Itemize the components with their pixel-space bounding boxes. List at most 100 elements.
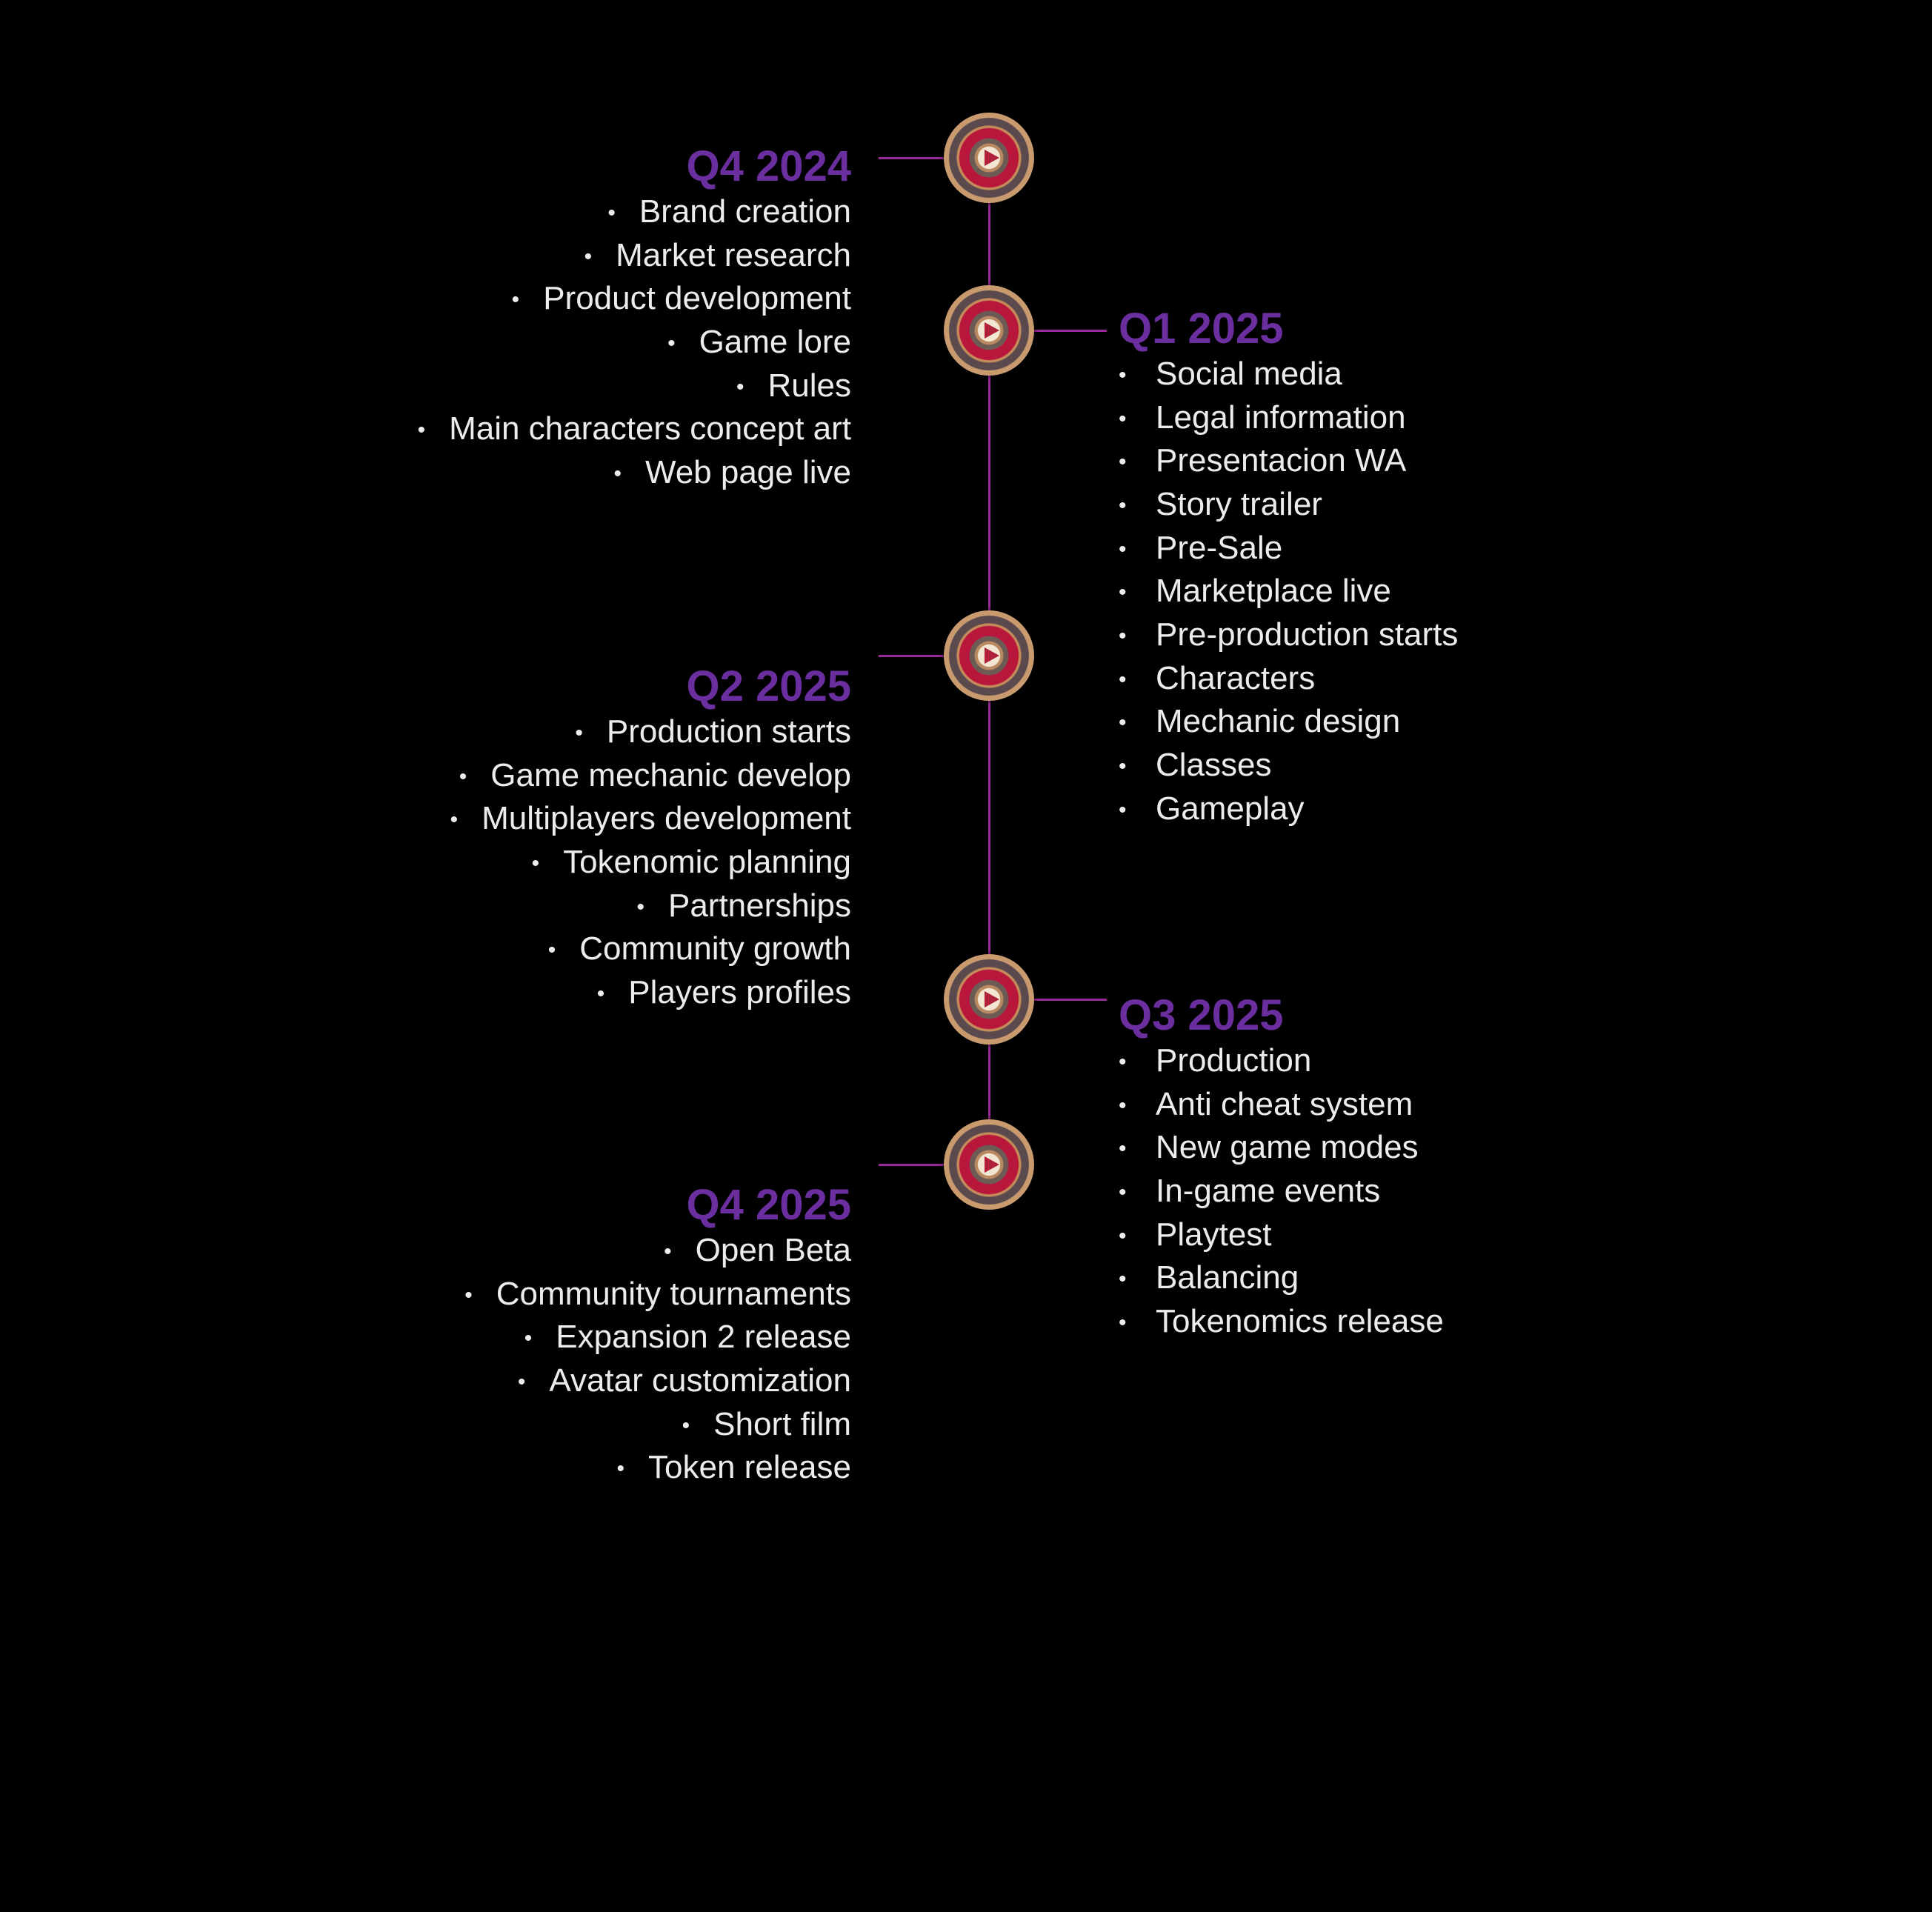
list-item-label: Mechanic design: [1156, 703, 1401, 740]
list-item-label: New game modes: [1156, 1129, 1419, 1166]
list-item-label: In-game events: [1156, 1173, 1381, 1210]
connector-line: [1031, 330, 1107, 332]
bullet-icon: •: [1119, 580, 1127, 605]
play-medallion-icon: [985, 150, 999, 166]
list-item: • Rules: [418, 365, 851, 409]
milestone-q4-2024: Q4 2024 • Brand creation • Market research • P…: [418, 142, 851, 496]
bullet-icon: •: [1119, 1050, 1127, 1075]
list-item-label: Social media: [1156, 356, 1342, 392]
bullet-icon: •: [667, 331, 676, 356]
list-item-label: Web page live: [644, 454, 851, 491]
milestone-q2-2025: Q2 2025 • Production starts • Game mechanic …: [450, 662, 851, 1016]
bullet-icon: •: [1119, 363, 1127, 388]
list-item: • Production starts: [450, 711, 851, 755]
milestone-node[interactable]: [944, 113, 1034, 203]
bullet-icon: •: [1119, 1093, 1127, 1118]
list-item-label: Multiplayers development: [482, 800, 851, 837]
bullet-icon: •: [464, 1282, 473, 1308]
bullet-icon: •: [459, 764, 467, 789]
list-item: • Pre-production starts: [1119, 614, 1458, 658]
milestone-node[interactable]: [944, 954, 1034, 1045]
bullet-icon: •: [613, 462, 622, 487]
bullet-icon: •: [417, 418, 426, 443]
list-item: • Classes: [1119, 745, 1458, 788]
list-item: • Main characters concept art: [418, 408, 851, 452]
list-item: • Market research: [418, 235, 851, 279]
list-item-label: Production: [1156, 1042, 1312, 1079]
list-item: • Playtest: [1119, 1214, 1444, 1258]
list-item: • New game modes: [1119, 1127, 1444, 1170]
list-item-label: Main characters concept art: [449, 410, 851, 447]
bullet-icon: •: [1119, 1310, 1127, 1336]
list-item: • Tokenomics release: [1119, 1301, 1444, 1345]
list-item-label: Expansion 2 release: [556, 1319, 851, 1356]
play-medallion-icon: [985, 647, 999, 664]
list-item-label: Presentacion WA: [1156, 442, 1407, 479]
list-item: • Production: [1119, 1040, 1444, 1084]
bullet-icon: •: [616, 1456, 625, 1482]
list-item-label: Token release: [648, 1449, 851, 1486]
milestone-title: Q1 2025: [1119, 304, 1284, 353]
list-item: • Brand creation: [418, 191, 851, 235]
list-item-label: Short film: [713, 1405, 851, 1442]
list-item-label: Product development: [543, 280, 851, 317]
list-item: • Token release: [464, 1447, 851, 1490]
list-item: • Expansion 2 release: [464, 1316, 851, 1360]
bullet-icon: •: [575, 721, 583, 746]
list-item-label: Community growth: [579, 930, 851, 967]
bullet-icon: •: [1119, 754, 1127, 779]
bullet-icon: •: [1119, 1223, 1127, 1248]
list-item: • Partnerships: [450, 885, 851, 929]
milestone-node[interactable]: [944, 610, 1034, 701]
milestone-node[interactable]: [944, 285, 1034, 376]
list-item-label: Community tournaments: [496, 1275, 851, 1312]
list-item: • Avatar customization: [464, 1360, 851, 1404]
milestone-title: Q4 2024: [686, 142, 851, 190]
bullet-icon: •: [1119, 406, 1127, 431]
list-item: • Characters: [1119, 658, 1458, 702]
list-item: • Marketplace live: [1119, 570, 1458, 614]
list-item-label: Playtest: [1156, 1216, 1272, 1253]
milestone-title: Q3 2025: [1119, 991, 1284, 1039]
list-item: • Balancing: [1119, 1257, 1444, 1301]
list-item: • Story trailer: [1119, 484, 1458, 527]
list-item-label: Marketplace live: [1156, 573, 1391, 610]
milestone-title: Q4 2025: [686, 1181, 851, 1229]
list-item: • Community growth: [450, 928, 851, 972]
bullet-icon: •: [1119, 797, 1127, 822]
list-item-label: Gameplay: [1156, 790, 1305, 827]
list-item: • Social media: [1119, 353, 1458, 397]
play-medallion-icon: [985, 1156, 999, 1173]
bullet-icon: •: [450, 807, 459, 833]
bullet-icon: •: [511, 287, 520, 313]
list-item-label: Classes: [1156, 747, 1272, 784]
bullet-icon: •: [1119, 710, 1127, 736]
list-item: • Game lore: [418, 322, 851, 365]
list-item: • Short film: [464, 1404, 851, 1448]
list-item-label: Anti cheat system: [1156, 1085, 1413, 1122]
milestone-node[interactable]: [944, 1119, 1034, 1210]
list-item: • Product development: [418, 278, 851, 322]
bullet-icon: •: [736, 374, 745, 399]
list-item-label: Game lore: [699, 324, 851, 361]
list-item-label: Tokenomic planning: [563, 844, 851, 881]
list-item-label: Story trailer: [1156, 486, 1322, 523]
list-item-label: Players profiles: [628, 974, 851, 1011]
list-item: • Anti cheat system: [1119, 1084, 1444, 1127]
list-item: • Gameplay: [1119, 788, 1458, 832]
bullet-icon: •: [531, 851, 540, 876]
connector-line: [879, 1164, 945, 1166]
list-item: • Game mechanic develop: [450, 755, 851, 799]
bullet-icon: •: [1119, 450, 1127, 475]
bullet-icon: •: [584, 244, 593, 269]
play-medallion-icon: [985, 991, 999, 1007]
milestone-title: Q2 2025: [686, 662, 851, 710]
milestone-q1-2025: Q1 2025 • Social media • Legal information • P…: [1119, 304, 1458, 831]
list-item: • Pre-Sale: [1119, 527, 1458, 571]
bullet-icon: •: [664, 1239, 672, 1265]
list-item-label: Legal information: [1156, 399, 1406, 436]
list-item-label: Pre-Sale: [1156, 529, 1283, 566]
connector-line: [1031, 999, 1107, 1001]
play-medallion-icon: [985, 322, 999, 339]
bullet-icon: •: [1119, 1267, 1127, 1292]
